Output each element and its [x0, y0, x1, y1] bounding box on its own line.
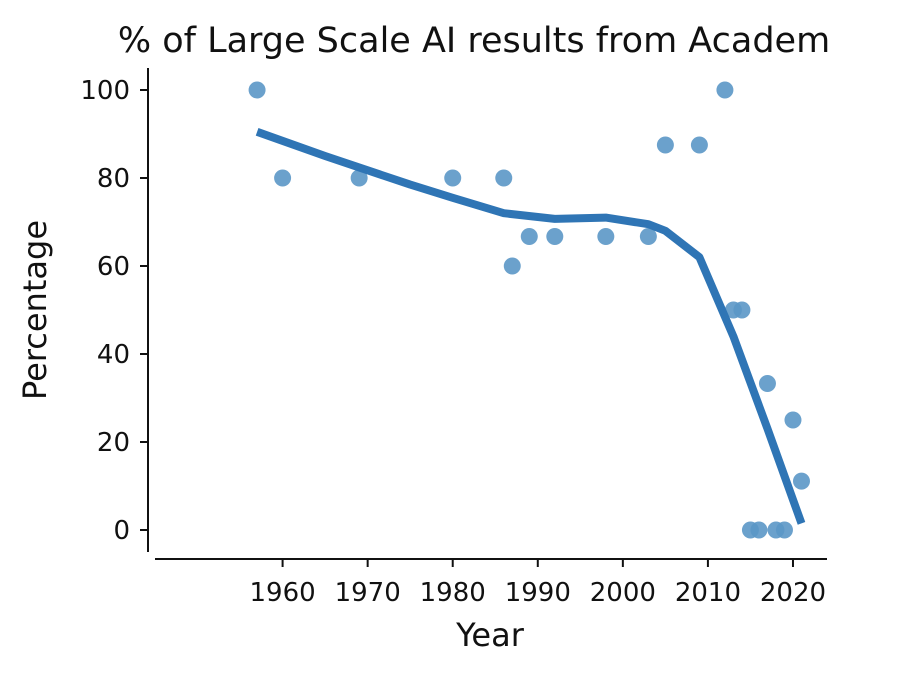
x-tick-label: 1960 [250, 578, 316, 608]
data-points [248, 81, 810, 539]
data-point [656, 136, 674, 154]
x-tick-label: 1970 [335, 578, 401, 608]
y-tick-label: 20 [97, 428, 130, 458]
y-tick-label: 0 [113, 516, 130, 546]
data-point [716, 81, 734, 99]
data-point [520, 228, 538, 246]
chart-title: % of Large Scale AI results from Academ [118, 21, 830, 61]
data-point [758, 374, 776, 392]
data-point [750, 521, 768, 539]
data-point [690, 136, 708, 154]
data-point [503, 257, 521, 275]
data-point [639, 228, 657, 246]
x-ticks: 1960 1970 1980 1990 2000 2010 2020 [250, 559, 826, 608]
y-tick-label: 100 [80, 76, 130, 106]
y-axis-label: Percentage [16, 220, 54, 400]
y-tick-label: 60 [97, 252, 130, 282]
data-point [775, 521, 793, 539]
trend-line [255, 128, 806, 525]
x-tick-label: 1990 [505, 578, 571, 608]
data-point [546, 228, 564, 246]
x-tick-label: 2020 [760, 578, 826, 608]
data-point [597, 228, 615, 246]
data-point [733, 301, 751, 319]
data-point [350, 169, 368, 187]
data-point [444, 169, 462, 187]
x-tick-label: 2000 [590, 578, 656, 608]
y-tick-label: 40 [97, 340, 130, 370]
x-tick-label: 2010 [675, 578, 741, 608]
x-tick-label: 1980 [420, 578, 486, 608]
x-axis-label: Year [455, 616, 525, 654]
data-point [784, 411, 802, 429]
y-tick-label: 80 [97, 164, 130, 194]
data-point [495, 169, 513, 187]
data-point [248, 81, 266, 99]
data-point [792, 472, 810, 490]
data-point [274, 169, 292, 187]
y-ticks: 0 20 40 60 80 100 [80, 76, 148, 546]
